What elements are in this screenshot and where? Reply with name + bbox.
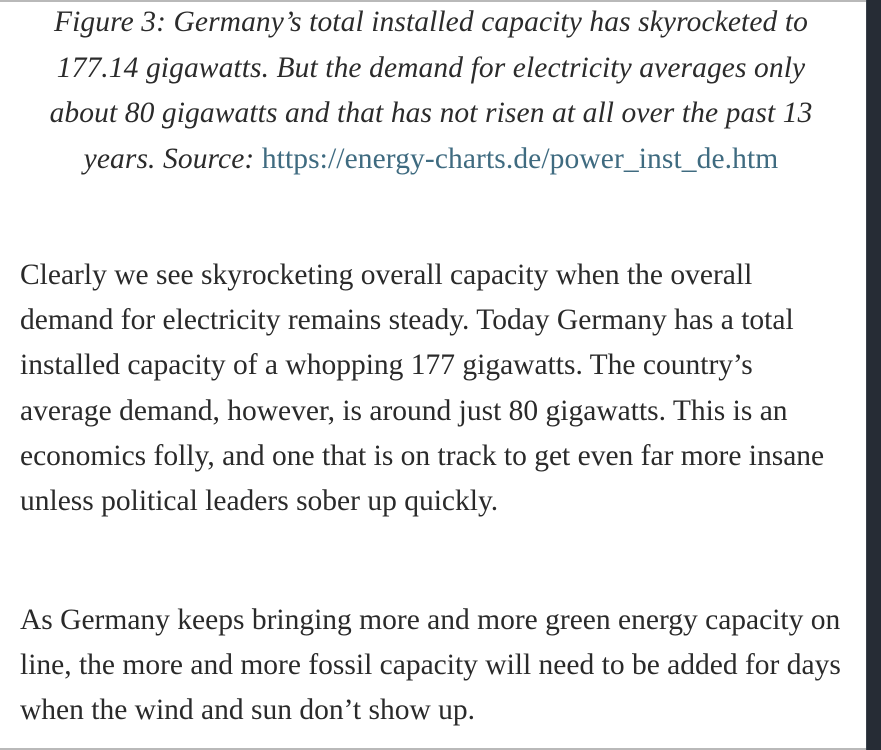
bottom-divider xyxy=(0,748,866,750)
article-paragraph-2: As Germany keeps bringing more and more … xyxy=(20,604,841,727)
figure-caption-text: Figure 3: Germany’s total installed capa… xyxy=(49,6,813,175)
figure-caption: Figure 3: Germany’s total installed capa… xyxy=(20,0,842,182)
article-paragraph-1: Clearly we see skyrocketing overall capa… xyxy=(20,259,825,518)
window-edge-scrollbar[interactable] xyxy=(866,0,881,750)
figure-caption-block: Figure 3: Germany’s total installed capa… xyxy=(20,0,842,182)
source-link[interactable]: https://energy-charts.de/power_inst_de.h… xyxy=(261,142,779,175)
top-divider xyxy=(0,0,866,2)
